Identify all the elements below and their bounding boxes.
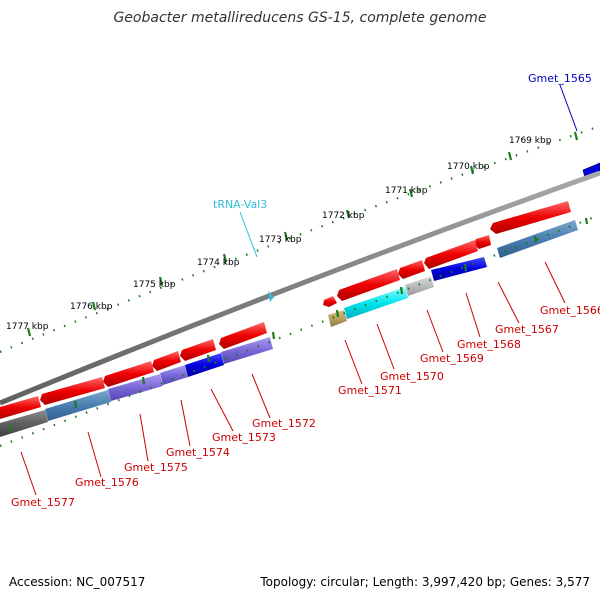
- gene-feature[interactable]: [328, 310, 347, 327]
- gene-feature[interactable]: [0, 410, 48, 437]
- gene-feature[interactable]: [405, 276, 434, 296]
- gene-feature[interactable]: [323, 296, 337, 307]
- gene-label-trna-val3[interactable]: tRNA-Val3: [213, 198, 267, 211]
- scale-label-1769: 1769 kbp: [509, 136, 552, 146]
- scale-label-1775: 1775 kbp: [133, 280, 176, 290]
- gene-label-gmet-1577[interactable]: Gmet_1577: [11, 496, 75, 509]
- inner-scale-ring: [0, 213, 600, 448]
- gene-label-gmet-1575[interactable]: Gmet_1575: [124, 461, 188, 474]
- gene-feature[interactable]: [0, 396, 41, 419]
- gene-feature[interactable]: [474, 235, 491, 249]
- trna-marker[interactable]: [268, 291, 274, 302]
- gene-feature[interactable]: [152, 351, 181, 371]
- gene-label-gmet-1570[interactable]: Gmet_1570: [380, 370, 444, 383]
- gene-feature[interactable]: [103, 361, 154, 387]
- outer-scale-ring: [0, 124, 600, 354]
- gene-label-gmet-1574[interactable]: Gmet_1574: [166, 446, 230, 459]
- map-title: Geobacter metallireducens GS-15, complet…: [113, 10, 486, 26]
- forward-strand-genes: [0, 162, 600, 419]
- scale-label-1770: 1770 kbp: [447, 162, 490, 172]
- gene-label-gmet-1571[interactable]: Gmet_1571: [338, 384, 402, 397]
- gene-label-gmet-1573[interactable]: Gmet_1573: [212, 431, 276, 444]
- gene-feature[interactable]: [180, 339, 216, 361]
- scale-label-1773: 1773 kbp: [259, 235, 302, 245]
- gene-feature[interactable]: [160, 365, 188, 385]
- gene-feature[interactable]: [424, 240, 478, 269]
- gene-labels: Gmet_1565 tRNA-Val3 Gmet_1566 Gmet_1567 …: [11, 72, 600, 509]
- scale-label-1774: 1774 kbp: [197, 258, 240, 268]
- label-leader-lines: [20, 84, 578, 496]
- scale-label-1777: 1777 kbp: [6, 322, 49, 332]
- gene-label-gmet-1576[interactable]: Gmet_1576: [75, 476, 139, 489]
- gene-feature[interactable]: [40, 377, 105, 405]
- reverse-strand-genes: [0, 220, 578, 437]
- gene-feature[interactable]: [337, 269, 400, 301]
- gene-label-gmet-1569[interactable]: Gmet_1569: [420, 352, 484, 365]
- gene-label-gmet-1567[interactable]: Gmet_1567: [495, 323, 559, 336]
- gene-feature[interactable]: [398, 260, 425, 279]
- gene-label-gmet-1568[interactable]: Gmet_1568: [457, 338, 521, 351]
- gene-feature[interactable]: [108, 374, 163, 401]
- accession-text: Accession: NC_007517: [9, 575, 145, 589]
- gene-label-gmet-1565[interactable]: Gmet_1565: [528, 72, 592, 85]
- gene-feature[interactable]: [490, 201, 571, 234]
- gene-feature[interactable]: [219, 322, 267, 349]
- scale-label-1776: 1776 kbp: [70, 302, 113, 312]
- gene-feature[interactable]: [185, 353, 224, 377]
- gene-feature[interactable]: [582, 162, 600, 179]
- scale-labels: 1769 kbp 1770 kbp 1771 kbp 1772 kbp 1773…: [6, 136, 552, 332]
- scale-label-1771: 1771 kbp: [385, 186, 428, 196]
- gene-feature[interactable]: [45, 390, 111, 421]
- genome-info-text: Topology: circular; Length: 3,997,420 bp…: [259, 575, 590, 589]
- gene-label-gmet-1572[interactable]: Gmet_1572: [252, 417, 316, 430]
- gene-label-gmet-1566[interactable]: Gmet_1566: [540, 304, 600, 317]
- gene-feature[interactable]: [344, 287, 408, 319]
- scale-label-1772: 1772 kbp: [322, 211, 365, 221]
- genome-backbone: [0, 170, 600, 406]
